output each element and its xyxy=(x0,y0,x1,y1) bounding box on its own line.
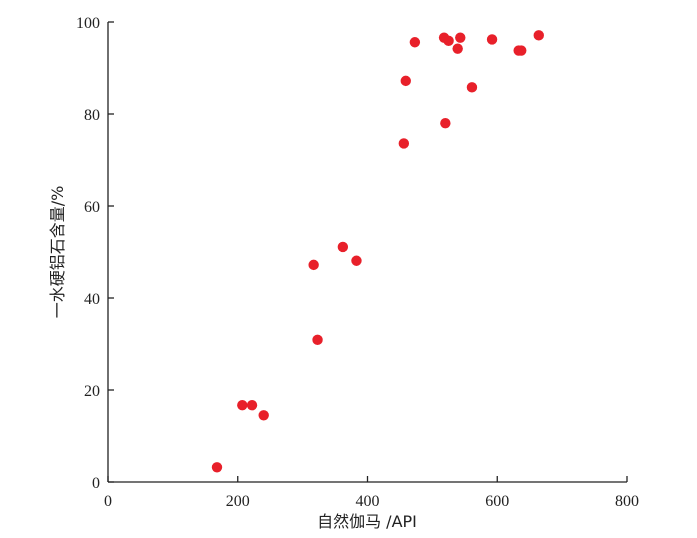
y-tick-label: 20 xyxy=(84,383,100,400)
x-axis-label: 自然伽马 /API xyxy=(317,512,417,531)
data-point xyxy=(246,399,258,411)
data-point xyxy=(533,30,544,41)
data-point xyxy=(440,118,451,129)
data-point xyxy=(351,255,362,266)
data-point xyxy=(486,34,498,45)
data-point xyxy=(466,82,478,93)
data-point xyxy=(409,37,421,48)
y-tick-label: 40 xyxy=(84,291,100,308)
data-points xyxy=(211,30,544,473)
data-point xyxy=(308,259,319,271)
data-point xyxy=(443,35,454,47)
data-point xyxy=(312,334,323,346)
x-tick-label: 0 xyxy=(104,493,112,510)
x-tick-label: 200 xyxy=(226,493,250,510)
axes xyxy=(107,22,627,483)
data-point xyxy=(237,399,248,411)
x-ticks: 0 200 400 600 800 xyxy=(104,476,639,510)
data-point xyxy=(337,241,349,253)
data-point xyxy=(400,75,411,87)
y-ticks: 0 20 40 60 80 100 xyxy=(76,15,114,492)
x-tick-label: 800 xyxy=(615,493,639,510)
data-point xyxy=(211,462,223,473)
data-point xyxy=(452,43,463,54)
y-tick-label: 60 xyxy=(84,199,100,216)
data-point xyxy=(258,410,269,421)
x-tick-label: 600 xyxy=(485,493,509,510)
x-tick-label: 400 xyxy=(356,493,380,510)
y-tick-label: 80 xyxy=(84,107,100,124)
data-point xyxy=(516,45,527,56)
y-axis-label: 一水硬铝石含量/% xyxy=(48,186,67,319)
data-point xyxy=(398,138,410,149)
data-point xyxy=(455,32,466,43)
y-tick-label: 0 xyxy=(92,475,100,492)
y-tick-label: 100 xyxy=(76,15,100,32)
